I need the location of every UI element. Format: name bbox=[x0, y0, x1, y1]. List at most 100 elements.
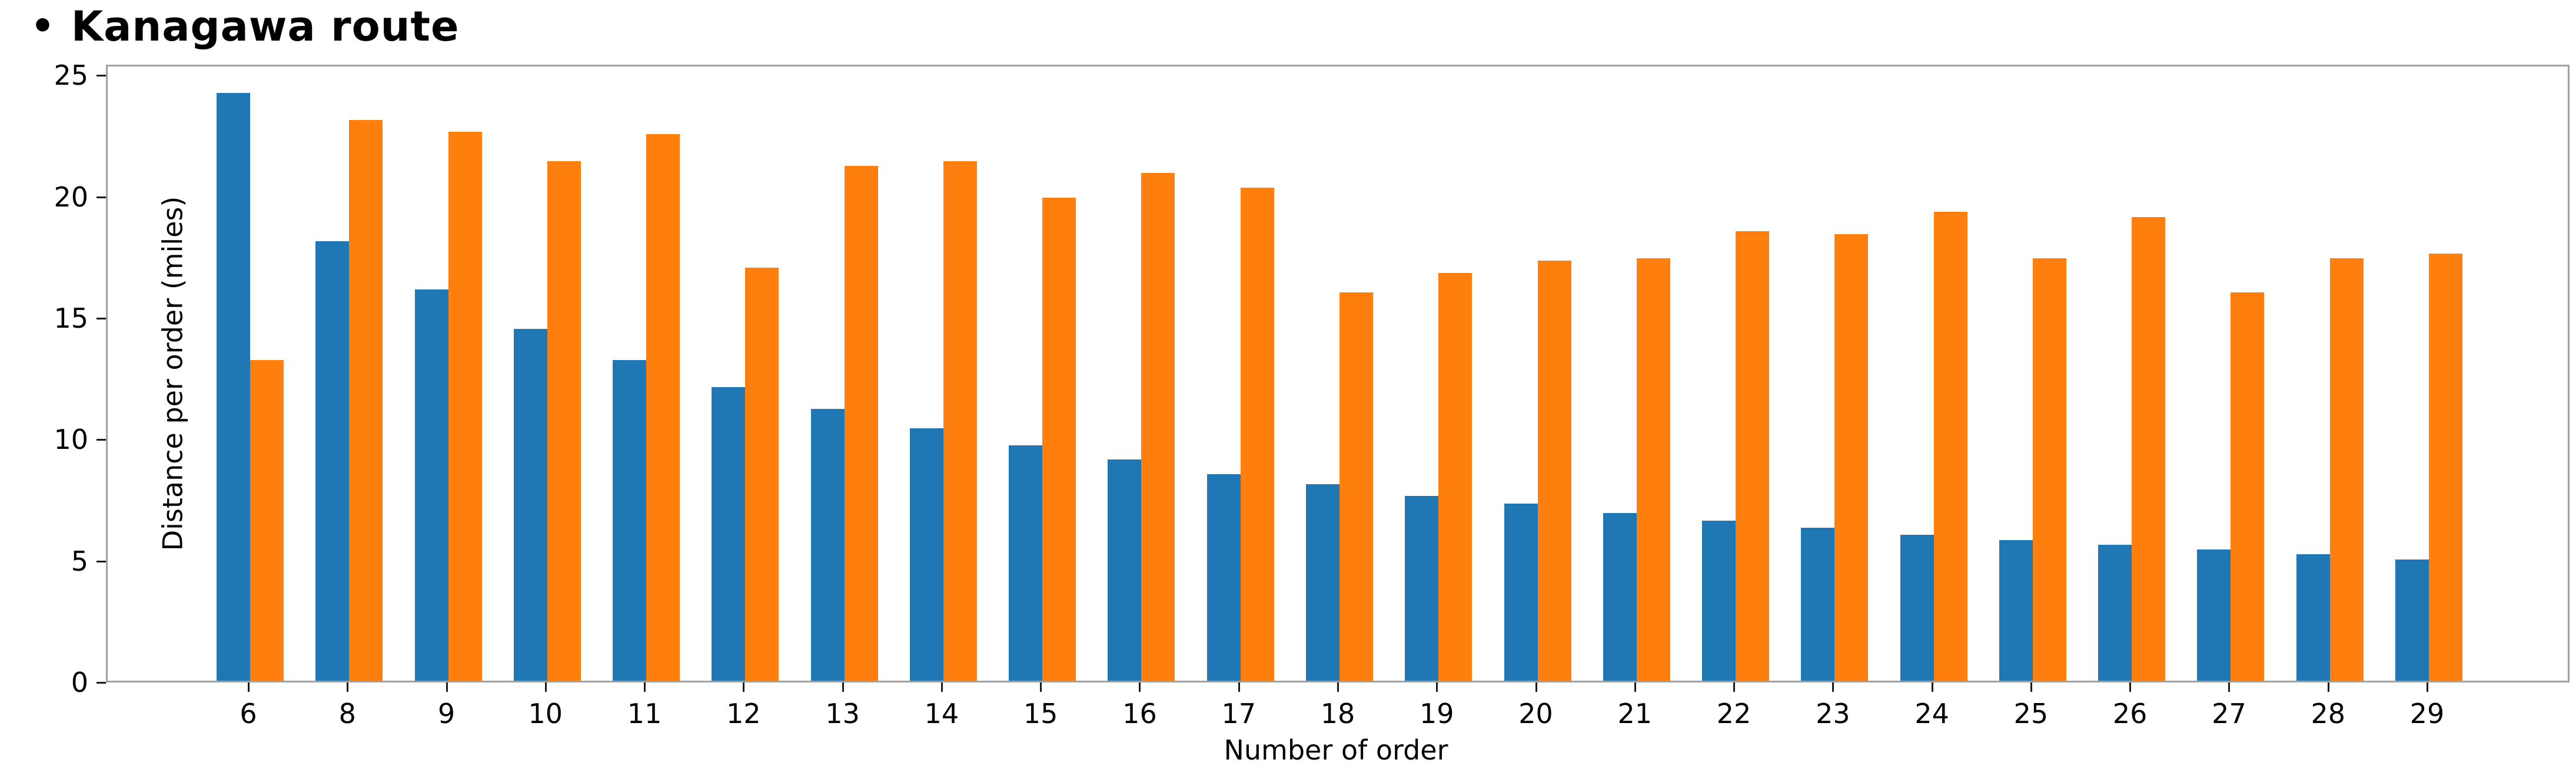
x-tick-mark bbox=[1337, 682, 1339, 692]
x-tick-mark bbox=[1535, 682, 1537, 692]
chart-header: • Kanagawa route bbox=[31, 2, 459, 51]
bar-blue-12 bbox=[712, 387, 746, 681]
bar-blue-9 bbox=[414, 289, 448, 681]
x-tick-label: 29 bbox=[2409, 698, 2445, 730]
y-tick-mark bbox=[97, 317, 106, 319]
x-tick-mark bbox=[1238, 682, 1240, 692]
x-tick-mark bbox=[743, 682, 745, 692]
y-tick-label: 5 bbox=[71, 545, 88, 577]
bullet-icon: • bbox=[31, 5, 55, 48]
x-tick-label: 13 bbox=[825, 698, 860, 730]
bar-blue-24 bbox=[1900, 535, 1934, 681]
bar-blue-28 bbox=[2296, 554, 2330, 681]
bar-blue-27 bbox=[2197, 549, 2231, 681]
x-tick-label: 6 bbox=[240, 698, 257, 730]
y-tick-label: 25 bbox=[54, 59, 88, 92]
x-tick-mark bbox=[1040, 682, 1042, 692]
plot-area bbox=[106, 65, 2570, 682]
x-tick-label: 23 bbox=[1816, 698, 1850, 730]
x-tick-label: 25 bbox=[2013, 698, 2049, 730]
x-tick-mark bbox=[1832, 682, 1834, 692]
bar-orange-23 bbox=[1834, 234, 1869, 681]
bar-orange-12 bbox=[745, 268, 779, 681]
x-tick-label: 17 bbox=[1221, 698, 1256, 730]
y-tick-label: 15 bbox=[54, 302, 88, 334]
x-tick-mark bbox=[2427, 682, 2428, 692]
x-tick-label: 27 bbox=[2212, 698, 2246, 730]
bar-orange-8 bbox=[349, 120, 383, 681]
bar-orange-17 bbox=[1240, 188, 1274, 681]
bar-orange-6 bbox=[250, 360, 284, 681]
y-tick-mark bbox=[97, 75, 106, 77]
x-tick-label: 22 bbox=[1716, 698, 1751, 730]
x-tick-mark bbox=[644, 682, 646, 692]
bar-blue-21 bbox=[1603, 513, 1637, 681]
bar-orange-21 bbox=[1636, 258, 1670, 681]
bar-blue-8 bbox=[315, 241, 350, 681]
y-tick-mark bbox=[97, 196, 106, 198]
bar-orange-20 bbox=[1537, 261, 1571, 681]
x-tick-mark bbox=[1436, 682, 1438, 692]
x-tick-label: 9 bbox=[437, 698, 456, 730]
bar-orange-16 bbox=[1141, 173, 1175, 681]
x-tick-mark bbox=[2327, 682, 2329, 692]
y-tick-mark bbox=[97, 560, 106, 562]
bar-orange-9 bbox=[448, 132, 482, 681]
bar-blue-26 bbox=[2098, 545, 2132, 681]
bar-orange-13 bbox=[844, 166, 878, 681]
bar-orange-11 bbox=[646, 134, 680, 681]
x-tick-label: 28 bbox=[2311, 698, 2345, 730]
bar-blue-29 bbox=[2395, 559, 2429, 681]
x-tick-label: 14 bbox=[924, 698, 959, 730]
x-tick-mark bbox=[2129, 682, 2132, 692]
bar-orange-18 bbox=[1339, 292, 1373, 681]
bar-orange-10 bbox=[547, 161, 581, 681]
x-tick-mark bbox=[1931, 682, 1933, 692]
bar-orange-15 bbox=[1042, 198, 1076, 681]
bar-blue-23 bbox=[1801, 528, 1835, 681]
bar-orange-14 bbox=[943, 161, 977, 681]
x-tick-mark bbox=[446, 682, 448, 692]
bar-blue-20 bbox=[1504, 504, 1538, 681]
bar-blue-13 bbox=[810, 409, 845, 681]
bar-blue-15 bbox=[1009, 445, 1043, 681]
y-tick-label: 20 bbox=[54, 181, 88, 213]
bar-orange-25 bbox=[2032, 258, 2066, 681]
x-tick-mark bbox=[842, 682, 844, 692]
bar-blue-25 bbox=[1999, 540, 2033, 681]
x-tick-label: 11 bbox=[627, 698, 662, 730]
y-tick-label: 10 bbox=[54, 424, 88, 456]
x-tick-label: 12 bbox=[726, 698, 761, 730]
x-tick-label: 21 bbox=[1617, 698, 1653, 730]
x-tick-mark bbox=[1139, 682, 1141, 692]
bar-orange-24 bbox=[1933, 212, 1967, 681]
x-tick-mark bbox=[2030, 682, 2032, 692]
bar-orange-26 bbox=[2132, 217, 2166, 681]
bar-blue-16 bbox=[1108, 459, 1142, 681]
x-tick-label: 19 bbox=[1419, 698, 1454, 730]
bar-orange-19 bbox=[1438, 273, 1473, 681]
y-tick-mark bbox=[97, 439, 106, 441]
bar-blue-10 bbox=[513, 329, 547, 681]
bar-blue-19 bbox=[1405, 496, 1439, 681]
x-tick-label: 16 bbox=[1122, 698, 1157, 730]
bar-blue-18 bbox=[1306, 484, 1339, 681]
bar-blue-22 bbox=[1702, 521, 1736, 681]
x-tick-label: 10 bbox=[528, 698, 563, 730]
x-tick-label: 18 bbox=[1320, 698, 1355, 730]
x-tick-mark bbox=[2228, 682, 2231, 692]
bar-blue-17 bbox=[1206, 474, 1241, 681]
x-tick-label: 8 bbox=[338, 698, 356, 730]
bar-blue-6 bbox=[217, 93, 250, 681]
x-tick-mark bbox=[940, 682, 943, 692]
bar-blue-14 bbox=[909, 428, 943, 681]
x-tick-mark bbox=[1733, 682, 1736, 692]
x-tick-label: 26 bbox=[2112, 698, 2148, 730]
x-tick-label: 24 bbox=[1914, 698, 1949, 730]
x-tick-mark bbox=[544, 682, 547, 692]
x-tick-label: 20 bbox=[1518, 698, 1553, 730]
x-tick-mark bbox=[248, 682, 250, 692]
y-tick-mark bbox=[97, 682, 106, 684]
bar-orange-27 bbox=[2231, 292, 2265, 681]
